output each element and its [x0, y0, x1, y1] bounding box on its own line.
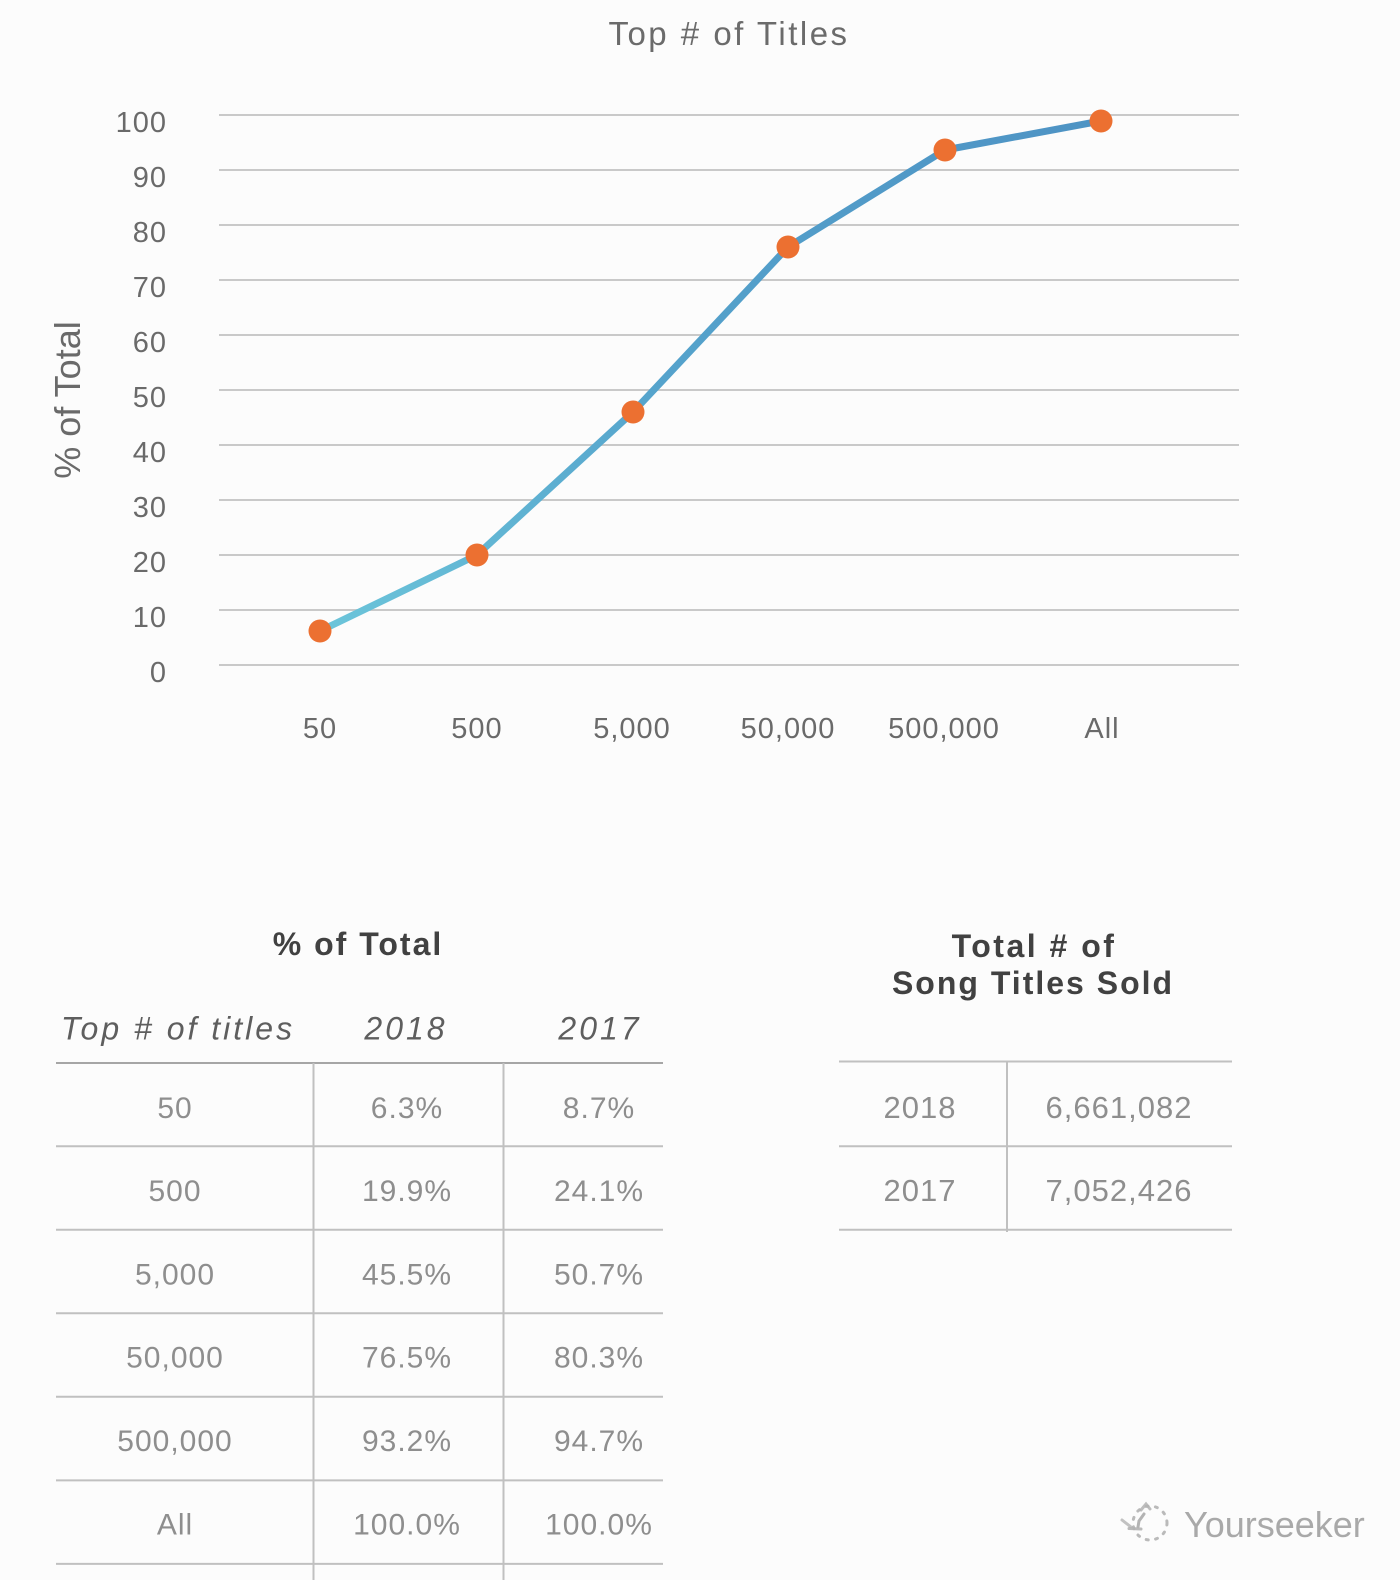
svg-text:93.2%: 93.2%	[362, 1425, 452, 1458]
svg-text:60: 60	[133, 327, 167, 359]
svg-text:Top # of Titles: Top # of Titles	[608, 15, 849, 52]
svg-text:100: 100	[116, 107, 167, 139]
svg-text:500: 500	[148, 1175, 201, 1208]
svg-text:19.9%: 19.9%	[362, 1175, 452, 1208]
svg-text:500,000: 500,000	[117, 1425, 232, 1458]
svg-text:6.3%: 6.3%	[371, 1092, 443, 1125]
svg-text:94.7%: 94.7%	[554, 1425, 644, 1458]
svg-text:Total # of: Total # of	[952, 928, 1117, 964]
svg-text:2018: 2018	[884, 1090, 957, 1125]
svg-text:2017: 2017	[884, 1173, 957, 1208]
svg-text:0: 0	[150, 657, 167, 689]
svg-text:76.5%: 76.5%	[362, 1342, 452, 1375]
svg-text:40: 40	[133, 437, 167, 469]
svg-text:80: 80	[133, 217, 167, 249]
svg-text:80.3%: 80.3%	[554, 1342, 644, 1375]
svg-text:45.5%: 45.5%	[362, 1258, 452, 1291]
svg-text:8.7%: 8.7%	[563, 1092, 635, 1125]
svg-text:2018: 2018	[363, 1011, 447, 1047]
svg-text:20: 20	[133, 547, 167, 579]
svg-text:100.0%: 100.0%	[353, 1508, 461, 1541]
svg-text:2017: 2017	[557, 1011, 641, 1047]
svg-text:% of Total: % of Total	[273, 926, 444, 962]
svg-text:6,661,082: 6,661,082	[1046, 1090, 1193, 1125]
svg-text:500: 500	[451, 713, 502, 745]
svg-text:5,000: 5,000	[135, 1258, 215, 1291]
svg-text:5,000: 5,000	[593, 713, 671, 745]
svg-text:90: 90	[133, 162, 167, 194]
svg-text:All: All	[1084, 713, 1119, 745]
svg-text:7,052,426: 7,052,426	[1046, 1173, 1193, 1208]
svg-text:Yourseeker: Yourseeker	[1184, 1504, 1365, 1545]
svg-text:70: 70	[133, 272, 167, 304]
svg-text:30: 30	[133, 492, 167, 524]
svg-text:Song Titles Sold: Song Titles Sold	[892, 965, 1174, 1001]
svg-text:10: 10	[133, 602, 167, 634]
svg-text:50: 50	[303, 713, 337, 745]
svg-text:100.0%: 100.0%	[545, 1508, 653, 1541]
svg-text:% of Total: % of Total	[47, 321, 88, 478]
svg-text:50,000: 50,000	[126, 1342, 224, 1375]
svg-text:500,000: 500,000	[888, 713, 1000, 745]
svg-text:All: All	[157, 1508, 193, 1541]
svg-text:Top # of titles: Top # of titles	[61, 1011, 295, 1047]
svg-text:50: 50	[133, 382, 167, 414]
svg-text:50.7%: 50.7%	[554, 1258, 644, 1291]
svg-text:50: 50	[157, 1092, 192, 1125]
svg-text:24.1%: 24.1%	[554, 1175, 644, 1208]
svg-text:50,000: 50,000	[741, 713, 836, 745]
